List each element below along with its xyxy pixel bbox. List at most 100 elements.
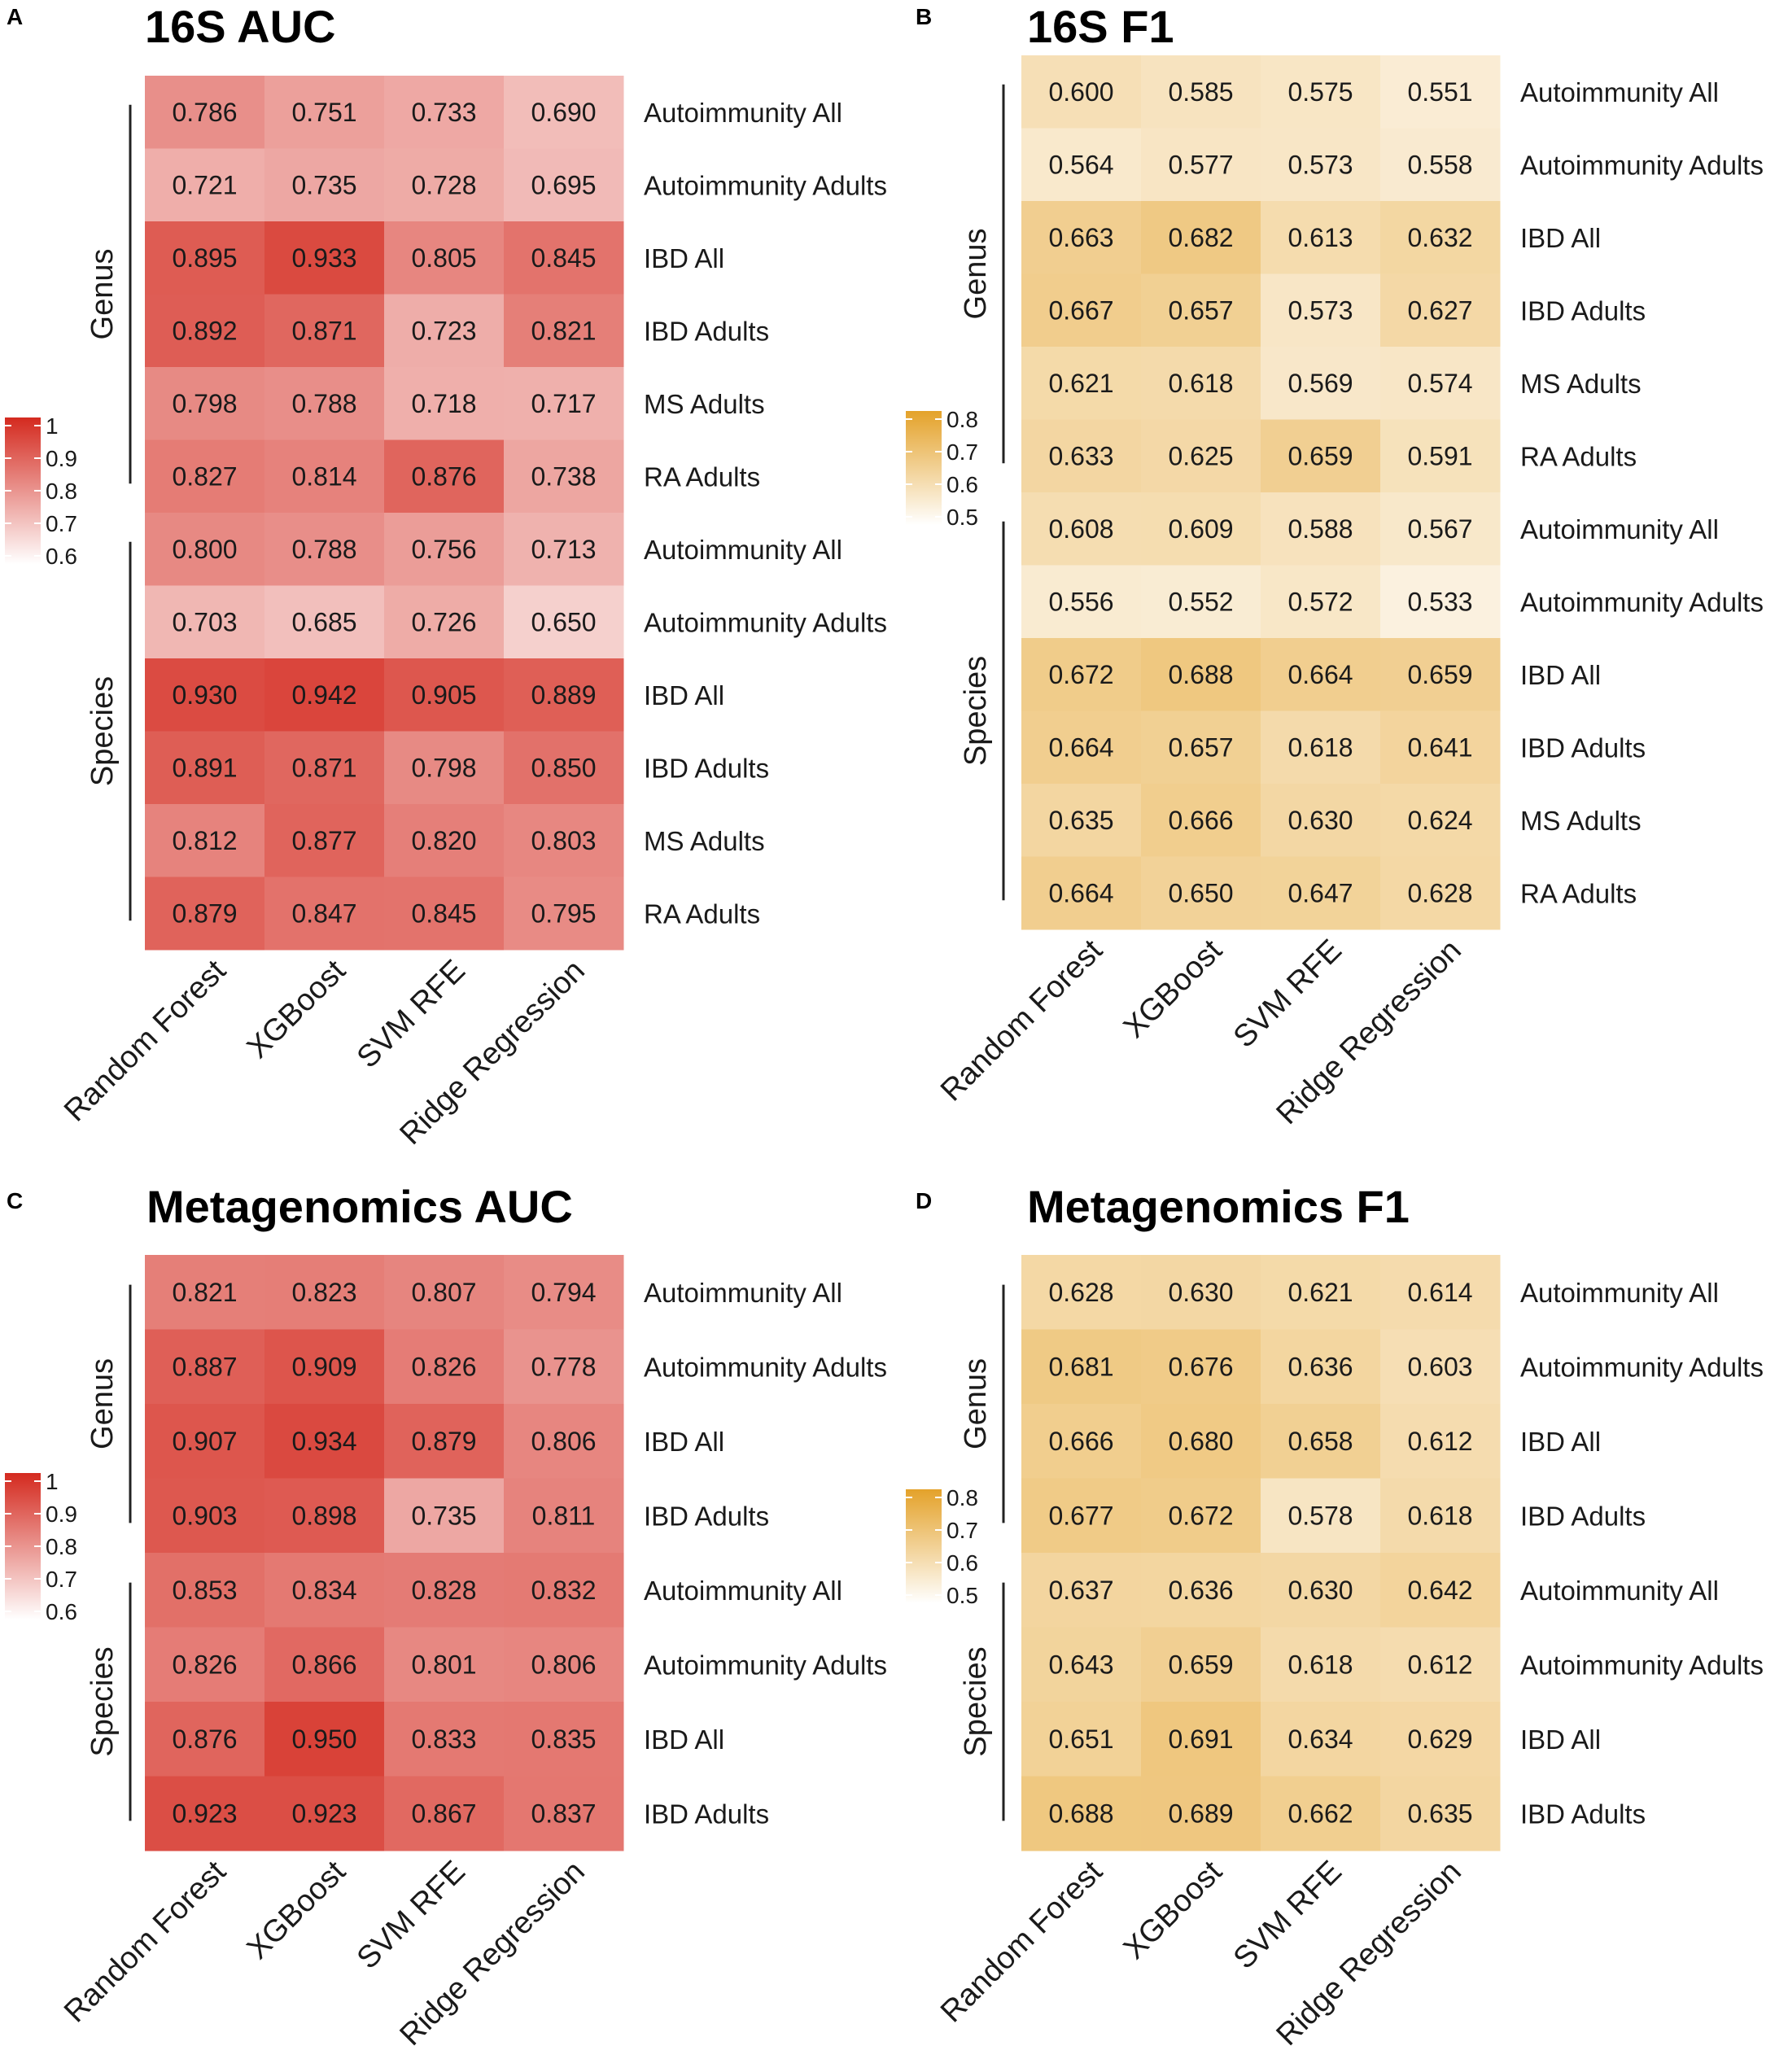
cell-value-label: 0.726 <box>411 607 476 636</box>
cell-value-label: 0.826 <box>172 1650 237 1679</box>
cell-value-label: 0.618 <box>1287 732 1353 762</box>
heatmap-cell <box>1021 1329 1142 1405</box>
heatmap-cell <box>504 76 624 149</box>
cell-value-label: 0.923 <box>172 1799 237 1828</box>
panel-letter: D <box>916 1188 932 1213</box>
row-labels: Autoimmunity All Autoimmunity Adults IBD A… <box>644 1278 887 1829</box>
color-legend: 0.8 0.7 0.6 0.5 <box>906 1485 978 1608</box>
heatmap-cell <box>1021 856 1142 930</box>
column-label-xgboost: XGBoost <box>241 953 353 1065</box>
cell-value-label: 0.569 <box>1287 369 1353 398</box>
cell-value-label: 0.635 <box>1048 806 1113 835</box>
cell-value-label: 0.585 <box>1168 77 1233 107</box>
heatmap-cell <box>145 294 265 368</box>
heatmap-cell <box>1380 1478 1501 1554</box>
heatmap-cell <box>264 439 385 514</box>
row-labels: Autoimmunity All Autoimmunity Adults IBD A… <box>1520 77 1764 909</box>
cell-value-label: 0.876 <box>172 1724 237 1754</box>
cell-value-label: 0.889 <box>531 680 596 710</box>
heatmap-cell <box>145 731 265 805</box>
group-label-species: Species <box>959 1646 993 1756</box>
heatmap-cell <box>384 1329 505 1405</box>
cell-value-label: 0.682 <box>1168 223 1233 252</box>
cell-value-label: 0.633 <box>1048 441 1113 470</box>
heatmap-cell <box>384 1776 505 1851</box>
heatmap-cell <box>1021 784 1142 857</box>
heatmap-cell <box>504 513 624 586</box>
cell-value-label: 0.879 <box>172 898 237 928</box>
heatmap-cell <box>145 876 265 951</box>
heatmap-cell <box>1021 55 1142 129</box>
cell-value-label: 0.850 <box>531 753 596 782</box>
group-label-species: Species <box>959 656 993 766</box>
cell-value-label: 0.713 <box>531 535 596 564</box>
row-label-ibd-all: IBD All <box>1520 1724 1601 1755</box>
cell-value-label: 0.853 <box>172 1576 237 1605</box>
cell-value-label: 0.733 <box>411 98 476 127</box>
cell-value-label: 0.798 <box>172 389 237 418</box>
heatmap-cell <box>1261 1404 1381 1479</box>
heatmap-cell <box>1380 201 1501 274</box>
cell-value-label: 0.613 <box>1287 223 1353 252</box>
column-label-random-forest: Random Forest <box>934 1854 1109 2029</box>
heatmap-cell <box>1261 1478 1381 1554</box>
cell-value-label: 0.805 <box>411 243 476 273</box>
cell-value-label: 0.820 <box>411 826 476 855</box>
cell-value-label: 0.634 <box>1287 1724 1353 1754</box>
cell-value-label: 0.788 <box>291 535 356 564</box>
cell-value-label: 0.533 <box>1407 587 1472 616</box>
heatmap-cell <box>145 221 265 295</box>
panel-title: Metagenomics F1 <box>1027 1181 1410 1232</box>
legend-tick-label: 1 <box>46 413 59 439</box>
row-label-autoimmunity-adults: Autoimmunity Adults <box>644 607 887 637</box>
legend-tick-label: 0.8 <box>946 1485 978 1510</box>
cell-value-label: 0.735 <box>411 1501 476 1530</box>
cell-value-label: 0.630 <box>1287 1576 1353 1605</box>
heatmap-cell <box>264 367 385 440</box>
heatmap-cell <box>1141 1255 1261 1330</box>
cell-value-label: 0.942 <box>291 680 356 710</box>
cell-value-label: 0.657 <box>1168 732 1233 762</box>
heatmap-cell <box>1261 347 1381 420</box>
heatmap-cells: 0.821 0.823 0.807 0.794 0.887 0.909 0.826 0.778… <box>145 1255 624 1851</box>
heatmap-cell <box>1021 1627 1142 1703</box>
heatmap-cell <box>1141 710 1261 785</box>
cell-value-label: 0.847 <box>291 898 356 928</box>
heatmap-cell <box>504 1329 624 1405</box>
heatmap-cell <box>1261 201 1381 274</box>
column-label-random-forest: Random Forest <box>58 953 233 1128</box>
heatmap-cell <box>504 1255 624 1330</box>
cell-value-label: 0.907 <box>172 1427 237 1456</box>
heatmap-cell <box>504 1404 624 1479</box>
cell-value-label: 0.806 <box>531 1650 596 1679</box>
cell-value-label: 0.950 <box>291 1724 356 1754</box>
legend-tick-label: 0.9 <box>46 1502 77 1527</box>
group-label-genus: Genus <box>85 249 120 340</box>
cell-value-label: 0.835 <box>531 1724 596 1754</box>
heatmap-cell <box>1380 784 1501 857</box>
heatmap-cell <box>384 1478 505 1554</box>
cell-value-label: 0.680 <box>1168 1427 1233 1456</box>
cell-value-label: 0.627 <box>1407 295 1472 325</box>
cell-value-label: 0.794 <box>531 1278 596 1307</box>
legend-tick-label: 0.7 <box>946 1518 978 1543</box>
heatmap-cell <box>1261 710 1381 785</box>
row-label-autoimmunity-all: Autoimmunity All <box>1520 1576 1719 1606</box>
row-label-ibd-adults: IBD Adults <box>644 316 769 346</box>
heatmap-cell <box>1141 638 1261 711</box>
cell-value-label: 0.903 <box>172 1501 237 1530</box>
cell-value-label: 0.738 <box>531 461 596 491</box>
heatmap-cell <box>504 731 624 805</box>
cell-value-label: 0.811 <box>532 1501 596 1530</box>
legend-tick-label: 0.6 <box>946 1550 978 1576</box>
column-label-random-forest: Random Forest <box>58 1854 233 2029</box>
cell-value-label: 0.647 <box>1287 878 1353 907</box>
cell-value-label: 0.676 <box>1168 1352 1233 1381</box>
legend-tick-label: 0.7 <box>946 439 978 465</box>
heatmap-cell <box>264 658 385 732</box>
